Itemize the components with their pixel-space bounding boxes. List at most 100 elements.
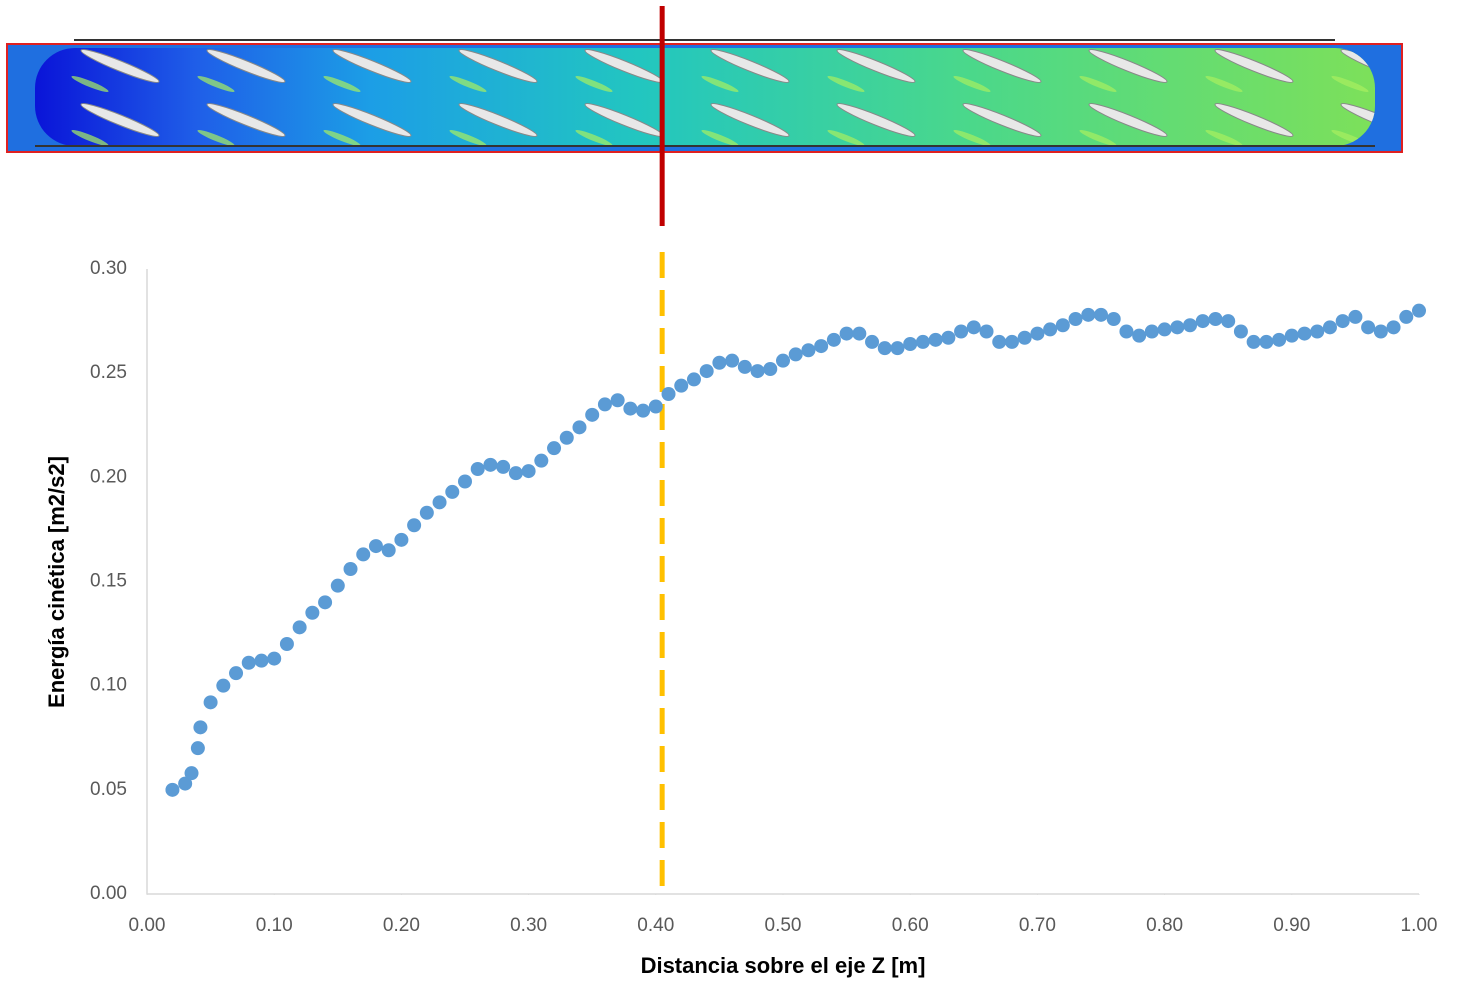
data-point [852,326,867,341]
data-point [674,378,689,393]
data-point [776,353,790,368]
data-point [941,330,956,345]
data-point [1272,332,1287,347]
data-point [193,720,208,735]
data-point [292,620,307,635]
data-point [483,457,498,472]
data-point [1183,318,1198,333]
y-tick-label: 0.30 [90,258,127,279]
data-point [368,539,383,554]
data-point [661,387,676,401]
data-point [458,474,472,489]
x-tick-label: 0.00 [129,915,166,936]
data-point [381,543,396,558]
data-point [877,341,892,356]
y-tick-label: 0.15 [90,571,127,592]
data-point [178,776,193,791]
data-point [1335,314,1350,329]
cfd-image [6,39,1403,153]
data-point [826,332,841,347]
data-point [1386,320,1401,335]
data-point [903,337,918,351]
data-point [865,334,880,349]
data-point [954,324,969,339]
data-point [216,678,231,693]
x-tick-label: 0.20 [383,915,420,936]
data-point [1259,334,1274,349]
data-point [1221,314,1236,329]
data-point [966,320,981,335]
data-point [241,655,256,670]
data-point [534,453,549,468]
data-point [267,651,282,666]
data-point [1017,330,1032,345]
data-point [305,605,320,620]
data-point [1094,307,1108,322]
x-tick-label: 0.40 [637,915,674,936]
data-point [979,324,994,339]
data-point [610,393,625,408]
data-point [318,595,333,610]
y-axis-title: Energía cinética [m2/s2] [44,456,69,708]
data-point [559,430,574,445]
data-point [1030,326,1045,341]
data-point [1208,312,1223,326]
data-point [801,343,816,358]
x-tick-label: 0.90 [1273,915,1310,936]
data-point [1246,334,1261,349]
data-point [184,766,199,781]
data-point [356,547,371,562]
data-point [1373,324,1388,339]
x-tick-label: 0.60 [892,915,929,936]
data-point [712,355,727,370]
x-tick-label: 1.00 [1401,915,1438,936]
data-point [1361,320,1376,335]
data-point [1284,328,1299,343]
data-point [648,399,663,414]
data-point [585,407,600,422]
data-point [1043,322,1058,337]
data-point [623,401,638,416]
data-point [165,782,180,797]
data-point [597,397,612,412]
data-point [445,484,460,499]
data-point [407,518,422,533]
y-tick-label: 0.00 [90,883,127,904]
data-point [1170,320,1185,335]
data-point [572,420,587,435]
data-point [1399,309,1414,324]
data-point [1132,328,1147,343]
x-axis-title: Distancia sobre el eje Z [m] [641,953,926,978]
data-point [763,362,778,376]
y-tick-label: 0.20 [90,466,127,487]
data-point [992,334,1007,349]
data-point [1081,307,1096,322]
data-point [203,695,218,710]
x-tick-label: 0.70 [1019,915,1056,936]
data-point [1119,324,1134,339]
data-point [1412,303,1426,318]
data-point [890,341,905,356]
data-point [750,364,765,379]
data-point [1144,324,1159,339]
data-point [1310,324,1325,339]
y-tick-label: 0.10 [90,675,127,696]
y-tick-label: 0.25 [90,362,127,383]
data-point [547,441,562,456]
x-tick-label: 0.10 [256,915,293,936]
data-point [1068,312,1083,326]
data-point [394,532,409,547]
data-point [839,326,854,341]
data-point [521,464,536,479]
data-point [788,347,803,362]
data-point [699,364,714,379]
data-point [419,505,434,520]
data-point [432,495,447,510]
data-point [1004,334,1019,349]
data-point [915,334,930,349]
data-point [725,353,740,368]
data-point [229,666,244,681]
data-point [1195,314,1210,329]
